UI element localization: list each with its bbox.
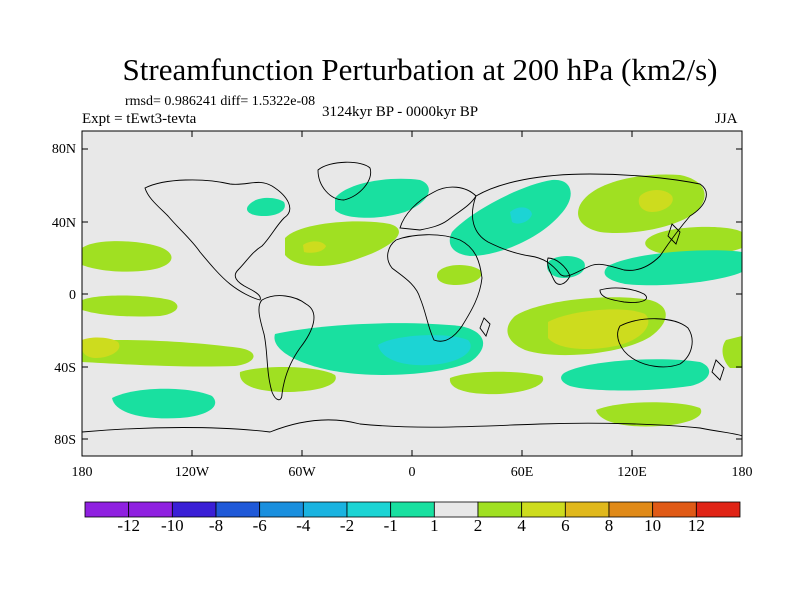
contour-negative-sindian (561, 359, 710, 391)
contour-positive-sindian-low (449, 371, 544, 395)
colorbar-label: -2 (339, 516, 355, 535)
colorbar-box (259, 501, 304, 518)
lon-label-120e: 120E (617, 465, 647, 480)
coast-japan (667, 223, 681, 245)
lon-label-60w: 60W (288, 465, 316, 480)
colorbar-box (84, 501, 130, 518)
contour-positive-satl-low (239, 366, 336, 392)
colorbar-label: -8 (208, 516, 224, 535)
lon-label-0: 0 (408, 465, 416, 480)
contour-positive-africa (436, 264, 482, 285)
colorbar-label: 4 (517, 516, 526, 535)
colorbar-label: 2 (473, 516, 483, 535)
lat-label-80s: 80S (54, 433, 76, 448)
colorbar-box (433, 501, 479, 518)
lon-label-120w: 120W (174, 465, 210, 480)
colorbar-label: 8 (604, 516, 614, 535)
coast-africa (387, 234, 483, 342)
coast-new-zealand (711, 359, 725, 381)
colorbar-label: -12 (117, 516, 140, 535)
lat-label-80n: 80N (51, 142, 76, 157)
coast-india (547, 257, 571, 285)
lon-label-180e: 180 (731, 465, 753, 480)
contour-positive-npacific (82, 241, 172, 272)
colorbar-box (695, 501, 741, 518)
coast-antarctica (82, 419, 742, 437)
colorbar-box (346, 501, 392, 518)
colorbar-box (477, 501, 523, 518)
colorbar-label: -1 (383, 516, 398, 535)
stats-line: rmsd= 0.986241 diff= 1.5322e-08 (125, 94, 316, 109)
colorbar-box (390, 501, 435, 518)
period-label: 3124kyr BP - 0000kyr BP (322, 104, 479, 120)
contour-positive-core-satl (82, 337, 120, 358)
contour-negative-nam (246, 197, 285, 216)
axis-ticks (82, 131, 742, 456)
colorbar-box (128, 501, 173, 518)
contour-negative-natl (335, 178, 429, 218)
contour-negative-core-satl (378, 335, 471, 366)
contour-positive-southern (596, 402, 702, 427)
colorbar-box (171, 501, 217, 518)
contour-positive-core-midatl (303, 241, 326, 253)
lat-label-40s: 40S (54, 361, 76, 376)
colorbar-box (564, 501, 610, 518)
colorbar-label: -4 (296, 516, 311, 535)
contour-positive-core-sindian (548, 309, 649, 350)
colorbar-box (302, 501, 348, 518)
contour-positive-east-pacific (645, 226, 742, 256)
contour-fills (82, 174, 742, 427)
coast-south-america (258, 295, 315, 401)
lon-label-60e: 60E (510, 465, 534, 480)
colorbar-box (215, 501, 261, 518)
contour-positive-aus-east (722, 336, 742, 368)
plot-title: Streamfunction Perturbation at 200 hPa (… (122, 52, 718, 87)
contour-negative-spacific (112, 388, 216, 419)
contour-negative-west-asia (449, 179, 571, 256)
coast-asia (472, 173, 707, 277)
colorbar-label: 12 (687, 516, 705, 535)
colorbar-label: -10 (160, 516, 184, 535)
colorbar-label: 1 (430, 516, 439, 535)
coast-madagascar (479, 317, 491, 337)
lat-label-0: 0 (69, 288, 76, 303)
contour-positive-spacific (82, 340, 254, 367)
colorbar (84, 501, 741, 518)
lat-label-40n: 40N (51, 216, 76, 231)
contour-negative-tropical-pac (604, 250, 742, 286)
experiment-label: Expt = tEwt3-tevta (82, 111, 197, 127)
colorbar-label: 10 (644, 516, 662, 535)
coast-greenland (317, 161, 372, 201)
colorbar-label: 6 (561, 516, 570, 535)
coastlines (82, 161, 742, 437)
coast-se-asia-islands (599, 287, 647, 303)
colorbar-label: -6 (252, 516, 267, 535)
colorbar-box (608, 501, 654, 518)
contour-negative-core-asia (510, 207, 532, 224)
colorbar-box (652, 501, 697, 518)
colorbar-box (521, 501, 566, 518)
contour-positive-midatl (285, 221, 399, 266)
coast-australia (617, 318, 693, 368)
contour-positive-satl (82, 295, 178, 317)
lon-label-180w: 180 (71, 465, 93, 480)
season-label: JJA (715, 111, 738, 127)
coast-north-america (144, 179, 291, 301)
contour-positive-core-eurasia (638, 190, 673, 212)
